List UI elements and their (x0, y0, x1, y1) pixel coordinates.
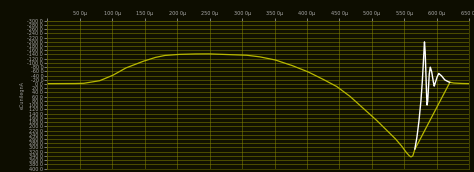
Y-axis label: eCunilegnA: eCunilegnA (20, 81, 25, 109)
